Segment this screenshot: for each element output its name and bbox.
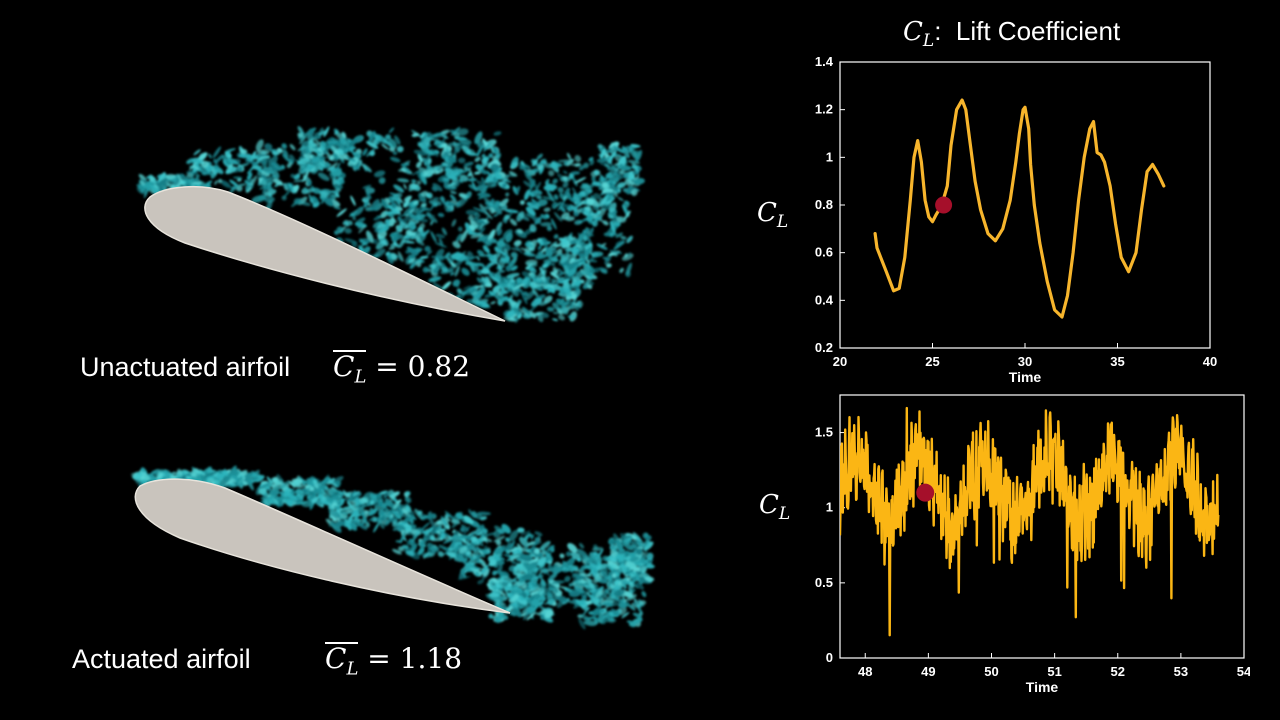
cl-series-line bbox=[873, 98, 1166, 319]
x-tick-label: 53 bbox=[1174, 664, 1188, 679]
y-tick-label: 1 bbox=[826, 500, 833, 515]
x-tick-label: 51 bbox=[1047, 664, 1061, 679]
x-tick-label: 20 bbox=[833, 354, 847, 369]
unactuated-label: Unactuated airfoil bbox=[80, 352, 291, 382]
airfoil-visualization bbox=[131, 125, 655, 630]
x-tick-label: 50 bbox=[984, 664, 998, 679]
x-tick-label: 54 bbox=[1237, 664, 1250, 679]
x-tick-label: 25 bbox=[925, 354, 939, 369]
unactuated-airfoil-image bbox=[136, 125, 645, 324]
actuated-label: Actuated airfoil bbox=[72, 644, 251, 674]
cl-series-line bbox=[840, 406, 1220, 637]
y-tick-label: 1.4 bbox=[815, 54, 834, 69]
top-chart-ylabel: CL bbox=[757, 198, 789, 233]
y-tick-label: 1.5 bbox=[815, 425, 833, 440]
bottom-lift-chart: 48 49 50 51 52 53 54 0 0.5 1 1.5 Time bbox=[815, 394, 1250, 695]
y-tick-label: 0 bbox=[826, 650, 833, 665]
y-tick-label: 1.2 bbox=[815, 102, 833, 117]
x-tick-label: 49 bbox=[921, 664, 935, 679]
y-tick-label: 0.8 bbox=[815, 197, 833, 212]
y-tick-label: 0.2 bbox=[815, 340, 833, 355]
x-tick-label: 30 bbox=[1018, 354, 1032, 369]
unactuated-mean-cl: CL = 0.82 bbox=[333, 350, 471, 388]
current-time-marker bbox=[935, 196, 953, 214]
y-tick-label: 0.5 bbox=[815, 575, 833, 590]
x-tick-label: 52 bbox=[1111, 664, 1125, 679]
plot-frame bbox=[839, 61, 1211, 349]
x-tick-label: 35 bbox=[1110, 354, 1124, 369]
actuated-airfoil-image bbox=[131, 465, 655, 630]
unactuated-airfoil-shape bbox=[144, 185, 506, 322]
x-axis-label: Time bbox=[1009, 369, 1042, 385]
top-lift-chart: 20 25 30 35 40 0.2 0.4 0.6 0.8 1 1.2 1.4 Time bbox=[815, 54, 1217, 385]
x-tick-label: 48 bbox=[858, 664, 872, 679]
y-tick-label: 0.4 bbox=[815, 292, 834, 307]
actuated-airfoil-shape bbox=[134, 478, 511, 614]
y-tick-label: 0.6 bbox=[815, 245, 833, 260]
x-axis-label: Time bbox=[1026, 679, 1059, 695]
bottom-chart-ylabel: CL bbox=[759, 490, 791, 525]
y-tick-label: 1 bbox=[826, 149, 833, 164]
x-tick-label: 40 bbox=[1203, 354, 1217, 369]
chart-title: CL: Lift Coefficient bbox=[903, 16, 1121, 52]
current-time-marker bbox=[916, 483, 935, 502]
actuated-mean-cl: CL = 1.18 bbox=[325, 642, 463, 680]
